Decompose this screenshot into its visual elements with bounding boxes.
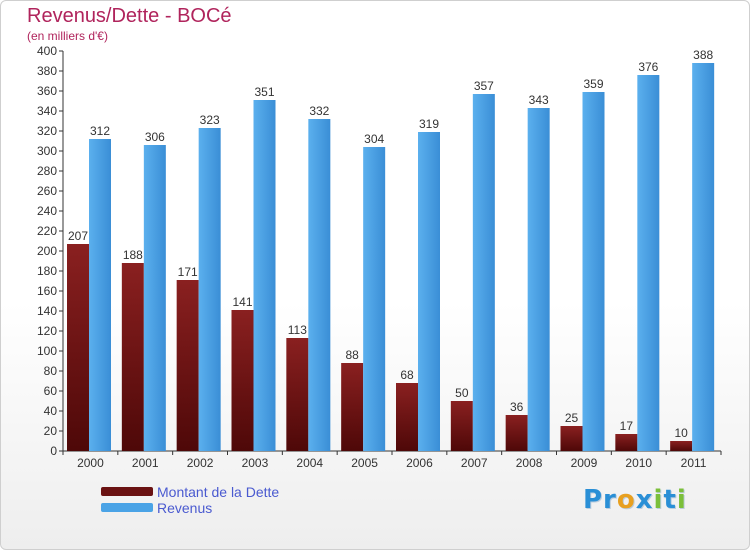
y-tick-label: 200 — [37, 244, 57, 258]
bar-revenue — [472, 94, 495, 451]
data-label-revenue: 306 — [145, 130, 165, 144]
bar-debt — [67, 244, 89, 451]
data-label-debt: 88 — [345, 348, 359, 362]
bar-revenue — [418, 132, 440, 451]
data-label-revenue: 312 — [90, 124, 110, 138]
data-label-revenue: 332 — [309, 104, 329, 118]
y-tick-label: 140 — [37, 304, 57, 318]
legend-swatch-revenue — [101, 503, 153, 512]
data-label-debt: 207 — [68, 229, 88, 243]
data-label-debt: 36 — [510, 400, 524, 414]
bar-debt — [560, 426, 583, 451]
bar-debt — [341, 363, 364, 451]
y-tick-label: 320 — [37, 124, 57, 138]
data-label-debt: 25 — [565, 411, 579, 425]
y-tick-label: 80 — [44, 364, 58, 378]
data-label-revenue: 343 — [529, 93, 549, 107]
bar-debt — [231, 310, 254, 451]
bar-revenue — [253, 100, 276, 451]
bar-revenue — [363, 147, 386, 451]
bar-revenue — [308, 119, 331, 451]
x-tick-label: 2006 — [406, 456, 433, 470]
bar-debt — [670, 441, 693, 451]
y-tick-label: 400 — [37, 44, 57, 58]
x-tick-label: 2009 — [571, 456, 598, 470]
x-tick-label: 2007 — [461, 456, 488, 470]
x-tick-label: 2000 — [77, 456, 104, 470]
x-tick-label: 2011 — [681, 456, 707, 470]
data-label-debt: 17 — [620, 419, 634, 433]
bar-debt — [615, 434, 638, 451]
data-label-debt: 113 — [288, 323, 307, 337]
data-label-debt: 68 — [400, 368, 414, 382]
data-label-revenue: 388 — [693, 48, 713, 62]
x-tick-label: 2002 — [187, 456, 214, 470]
proxiti-logo: Proxiti — [583, 485, 687, 515]
bar-revenue — [89, 139, 111, 451]
x-tick-label: 2001 — [132, 456, 159, 470]
y-tick-label: 280 — [37, 164, 57, 178]
x-tick-label: 2010 — [625, 456, 652, 470]
data-label-revenue: 376 — [638, 60, 658, 74]
bar-revenue — [198, 128, 221, 451]
data-label-revenue: 304 — [364, 132, 384, 146]
chart-title: Revenus/Dette - BOCé — [27, 5, 232, 27]
y-tick-label: 160 — [37, 284, 57, 298]
x-tick-label: 2005 — [351, 456, 378, 470]
chart-subtitle: (en milliers d'€) — [27, 29, 108, 43]
data-label-debt: 188 — [123, 248, 143, 262]
x-tick-label: 2004 — [296, 456, 323, 470]
y-tick-label: 380 — [37, 64, 57, 78]
legend-label-debt: Montant de la Dette — [157, 484, 280, 500]
y-tick-label: 360 — [37, 84, 57, 98]
bar-revenue — [582, 92, 605, 451]
y-tick-label: 20 — [44, 424, 58, 438]
y-tick-label: 180 — [37, 264, 57, 278]
bar-revenue — [637, 75, 660, 451]
bar-debt — [286, 338, 309, 451]
data-label-debt: 141 — [232, 295, 252, 309]
bar-revenue — [527, 108, 550, 451]
legend-label-revenue: Revenus — [157, 500, 213, 516]
data-label-debt: 10 — [674, 426, 688, 440]
y-tick-label: 260 — [37, 184, 57, 198]
y-tick-label: 340 — [37, 104, 57, 118]
legend-swatch-debt — [101, 487, 153, 496]
data-label-revenue: 323 — [200, 113, 220, 127]
data-label-revenue: 319 — [419, 117, 439, 131]
data-label-revenue: 351 — [254, 85, 274, 99]
bar-debt — [505, 415, 528, 451]
bar-debt — [450, 401, 473, 451]
y-tick-label: 300 — [37, 144, 57, 158]
data-label-debt: 50 — [455, 386, 469, 400]
bar-debt — [121, 263, 144, 451]
bar-revenue — [692, 63, 715, 451]
y-tick-label: 0 — [50, 444, 57, 458]
x-tick-label: 2008 — [516, 456, 543, 470]
y-tick-label: 100 — [37, 344, 57, 358]
data-label-debt: 171 — [178, 265, 198, 279]
data-label-revenue: 357 — [474, 79, 494, 93]
bar-revenue — [143, 145, 166, 451]
y-tick-label: 240 — [37, 204, 57, 218]
y-tick-label: 120 — [37, 324, 57, 338]
bar-debt — [396, 383, 418, 451]
data-label-revenue: 359 — [583, 77, 603, 91]
bar-debt — [176, 280, 199, 451]
y-tick-label: 220 — [37, 224, 57, 238]
x-tick-label: 2003 — [242, 456, 269, 470]
y-tick-label: 60 — [44, 384, 58, 398]
y-tick-label: 40 — [44, 404, 58, 418]
